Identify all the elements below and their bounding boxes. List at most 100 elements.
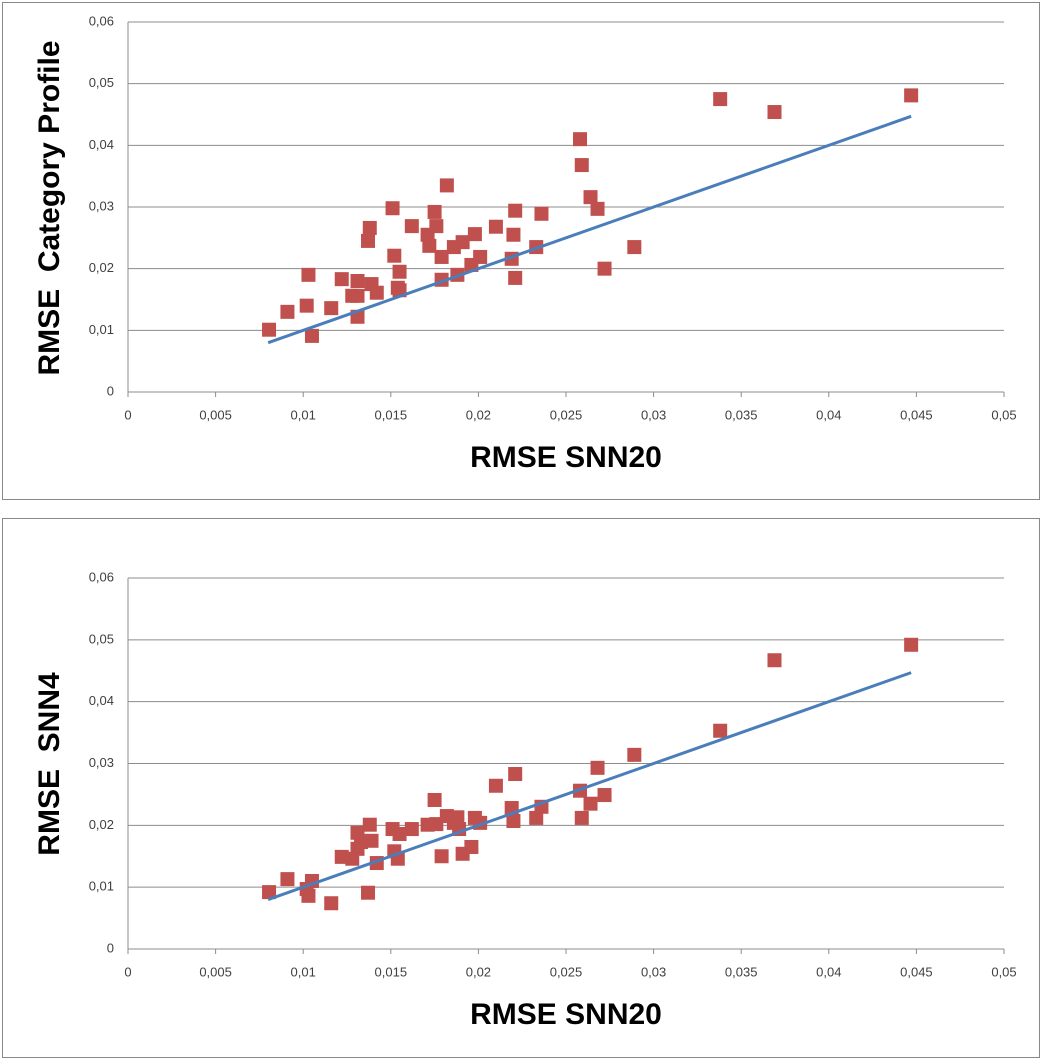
point xyxy=(350,274,365,288)
point xyxy=(529,810,544,825)
y-tick-label: 0,06 xyxy=(89,569,114,584)
x-tick-label: 0,045 xyxy=(900,407,933,422)
x-tick-label: 0 xyxy=(124,407,131,422)
point xyxy=(324,301,339,316)
x-tick-label: 0,035 xyxy=(725,964,758,979)
y-tick-label: 0,04 xyxy=(89,137,114,152)
point xyxy=(713,723,728,738)
point xyxy=(450,810,465,825)
point xyxy=(334,849,349,864)
point xyxy=(904,88,919,103)
point xyxy=(280,304,295,319)
point xyxy=(429,219,444,234)
point xyxy=(434,249,449,264)
point xyxy=(508,767,523,782)
y-tick-label: 0,02 xyxy=(89,260,114,275)
point xyxy=(506,227,521,242)
point xyxy=(464,839,479,854)
x-tick-label: 0,02 xyxy=(466,407,491,422)
point xyxy=(427,792,442,807)
x-tick-label: 0,015 xyxy=(375,407,408,422)
point xyxy=(534,206,549,221)
point xyxy=(767,653,782,668)
x-tick-label: 0,03 xyxy=(641,964,666,979)
point xyxy=(422,238,437,253)
y-axis-label: RMSE Category Profile xyxy=(33,40,66,375)
point xyxy=(583,190,598,205)
y-axis-label: RMSE SNN4 xyxy=(33,672,66,856)
y-tick-label: 0,05 xyxy=(89,75,114,90)
point xyxy=(627,240,642,255)
y-tick-label: 0 xyxy=(107,940,114,955)
point xyxy=(439,178,454,193)
trendline xyxy=(267,114,912,345)
point xyxy=(385,201,400,216)
point xyxy=(467,227,482,242)
point xyxy=(364,833,379,848)
x-axis-label: RMSE SNN20 xyxy=(470,998,662,1031)
point xyxy=(713,92,728,107)
point xyxy=(488,778,503,793)
point xyxy=(361,233,376,248)
chart: 0 0,01 0,02 0,03 0,04 0,05 0,06 0 0,005 0,01 0,015… xyxy=(2,2,1040,500)
point xyxy=(427,204,442,219)
point xyxy=(387,248,402,263)
point xyxy=(404,219,419,234)
point xyxy=(262,885,277,900)
point xyxy=(574,158,589,173)
point xyxy=(280,872,295,887)
point xyxy=(455,235,470,250)
point xyxy=(392,264,407,279)
point xyxy=(590,201,605,216)
point xyxy=(573,132,588,147)
x-tick-label: 0,01 xyxy=(291,407,316,422)
x-tick-label: 0 xyxy=(124,964,131,979)
x-tick-label: 0,02 xyxy=(466,964,491,979)
point xyxy=(392,826,407,841)
point xyxy=(262,322,277,337)
point xyxy=(304,328,319,343)
y-tick-label: 0,04 xyxy=(89,693,114,708)
point xyxy=(767,105,782,120)
x-tick-label: 0,04 xyxy=(816,407,841,422)
point xyxy=(627,747,642,762)
x-tick-label: 0,045 xyxy=(900,964,933,979)
point xyxy=(324,896,339,911)
point xyxy=(434,849,449,864)
x-tick-label: 0,025 xyxy=(550,407,583,422)
x-tick-label: 0,005 xyxy=(199,407,232,422)
y-tick-label: 0,03 xyxy=(89,198,114,213)
point xyxy=(362,817,377,832)
point xyxy=(473,249,488,264)
point xyxy=(301,888,316,903)
point xyxy=(583,796,598,811)
point xyxy=(354,835,369,850)
x-tick-label: 0,025 xyxy=(550,964,583,979)
y-tick-label: 0,01 xyxy=(89,879,114,894)
x-tick-label: 0,05 xyxy=(991,407,1016,422)
point xyxy=(301,267,316,282)
point xyxy=(334,272,349,287)
point xyxy=(597,261,612,276)
point xyxy=(508,203,523,218)
y-tick-label: 0,01 xyxy=(89,322,114,337)
x-tick-label: 0,035 xyxy=(725,407,758,422)
point xyxy=(350,288,365,303)
y-tick-label: 0,06 xyxy=(89,13,114,28)
y-tick-label: 0,03 xyxy=(89,755,114,770)
point xyxy=(404,822,419,837)
point xyxy=(904,637,919,652)
point xyxy=(488,219,503,234)
x-axis-label: RMSE SNN20 xyxy=(470,441,662,474)
x-tick-label: 0,05 xyxy=(991,964,1016,979)
x-tick-label: 0,03 xyxy=(641,407,666,422)
x-tick-label: 0,01 xyxy=(291,964,316,979)
x-tick-label: 0,015 xyxy=(375,964,408,979)
y-tick-label: 0,05 xyxy=(89,631,114,646)
point xyxy=(369,285,384,300)
point xyxy=(508,270,523,285)
x-tick-label: 0,04 xyxy=(816,964,841,979)
y-tick-label: 0 xyxy=(107,383,114,398)
point xyxy=(590,760,605,775)
